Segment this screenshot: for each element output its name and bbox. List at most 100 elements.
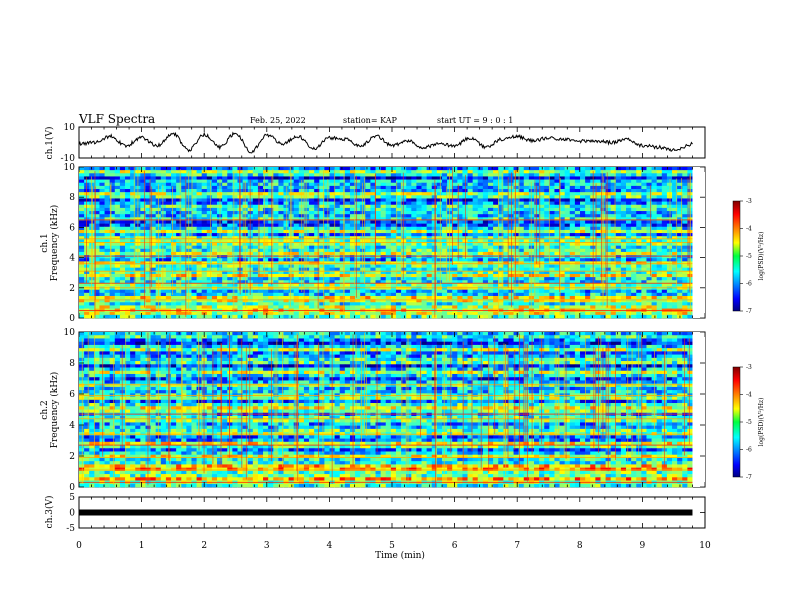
spectrogram-cell (554, 239, 560, 243)
spectrogram-cell (140, 211, 146, 215)
spectrogram-cell (176, 204, 182, 209)
spectrogram-cell (79, 217, 85, 221)
spectrogram-cell (610, 236, 617, 240)
spectrogram-cell (513, 239, 520, 243)
spectrogram-cell (283, 245, 289, 250)
spectrogram-cell (227, 192, 233, 196)
spectrogram-cell (211, 280, 218, 284)
spectrogram-cell (462, 242, 468, 246)
spectrogram-cell (661, 176, 668, 180)
spectrogram-cell (344, 185, 351, 190)
spectrogram-cell (539, 220, 545, 224)
spectrogram-cell (677, 204, 683, 209)
spectrogram-cell (293, 283, 300, 287)
spectrogram-cell (401, 258, 407, 262)
spectrogram-cell (360, 204, 366, 209)
spectrogram-cell (493, 289, 499, 294)
spectrogram-cell (487, 207, 494, 212)
spectrogram-cell (186, 229, 192, 234)
spectrogram-cell (109, 170, 116, 174)
spectrogram-cell (186, 211, 192, 215)
spectrogram-cell (559, 283, 566, 287)
spectrogram-cell (554, 229, 560, 234)
spectrogram-cell (682, 220, 688, 224)
spectrogram-cell (472, 245, 479, 250)
spectrogram-cell (462, 195, 468, 199)
spectrogram-cell (580, 192, 586, 196)
spectrogram-cell (150, 229, 157, 234)
spectrogram-cell (140, 248, 146, 253)
spectrogram-cell (165, 207, 172, 212)
spectrogram-cell (206, 223, 213, 228)
spectrogram-cell (181, 207, 187, 212)
spectrogram-cell (222, 267, 228, 272)
spectrogram-cell (487, 179, 494, 184)
spectrogram-cell (109, 204, 116, 209)
spectrogram-cell (574, 270, 581, 275)
spectrogram-cell (314, 173, 320, 177)
spectrogram-cell (160, 239, 167, 243)
spectrogram-cell (672, 255, 678, 259)
spectrogram-cell (160, 195, 167, 199)
spectrogram-cell (636, 179, 642, 184)
spectrogram-cell (523, 226, 530, 231)
spectrogram-cell (257, 295, 264, 300)
spectrogram-cell (610, 201, 617, 206)
spectrogram-cell (370, 182, 376, 187)
spectrogram-cell (426, 255, 433, 259)
spectrogram-cell (636, 255, 642, 259)
spectrogram-cell (436, 173, 443, 177)
spectrogram-cell (395, 251, 402, 256)
spectrogram-cell (165, 223, 172, 228)
spectrogram-cell (554, 223, 560, 228)
spectrogram-cell (672, 251, 678, 256)
spectrogram-cell (206, 173, 213, 177)
spectrogram-cell (375, 258, 382, 262)
spectrogram-cell (569, 236, 576, 240)
spectrogram-cell (196, 236, 203, 240)
spectrogram-cell (206, 295, 213, 300)
spectrogram-cell (79, 179, 85, 184)
spectrogram-cell (119, 201, 126, 206)
spectrogram-cell (401, 167, 407, 171)
spectrogram-cell (421, 229, 428, 234)
spectrogram-cell (109, 233, 116, 237)
spectrogram-cell (549, 226, 555, 231)
spectrogram-cell (360, 170, 366, 174)
spectrogram-cell (314, 267, 320, 272)
spectrogram-cell (646, 261, 652, 265)
spectrogram-cell (79, 214, 85, 218)
spectrogram-cell (559, 226, 566, 231)
spectrogram-cell (585, 283, 591, 287)
spectrogram-cell (395, 192, 402, 196)
spectrogram-cell (145, 185, 151, 190)
spectrogram-cell (564, 273, 571, 278)
spectrogram-cell (252, 201, 259, 206)
spectrogram-cell (441, 214, 448, 218)
spectrogram-cell (487, 261, 494, 265)
spectrogram-cell (605, 207, 612, 212)
spectrogram-cell (564, 223, 571, 228)
spectrogram-cell (416, 185, 422, 190)
spectrogram-cell (600, 242, 606, 246)
spectrogram-cell (416, 255, 422, 259)
spectrogram-cell (528, 233, 535, 237)
spectrogram-cell (283, 264, 289, 268)
spectrogram-cell (682, 167, 688, 171)
spectrogram-cell (677, 185, 683, 190)
spectrogram-cell (661, 258, 668, 262)
spectrogram-cell (268, 170, 274, 174)
spectrogram-cell (232, 283, 238, 287)
spectrogram-cell (493, 204, 499, 209)
spectrogram-cell (544, 182, 550, 187)
spectrogram-cell (472, 255, 479, 259)
spectrogram-cell (462, 170, 468, 174)
spectrogram-cell (298, 292, 305, 297)
spectrogram-cell (206, 292, 213, 297)
spectrogram-cell (211, 251, 218, 256)
spectrogram-cell (293, 295, 300, 300)
spectrogram-cell (600, 280, 606, 284)
spectrogram-cell (411, 264, 417, 268)
spectrogram-cell (268, 217, 274, 221)
